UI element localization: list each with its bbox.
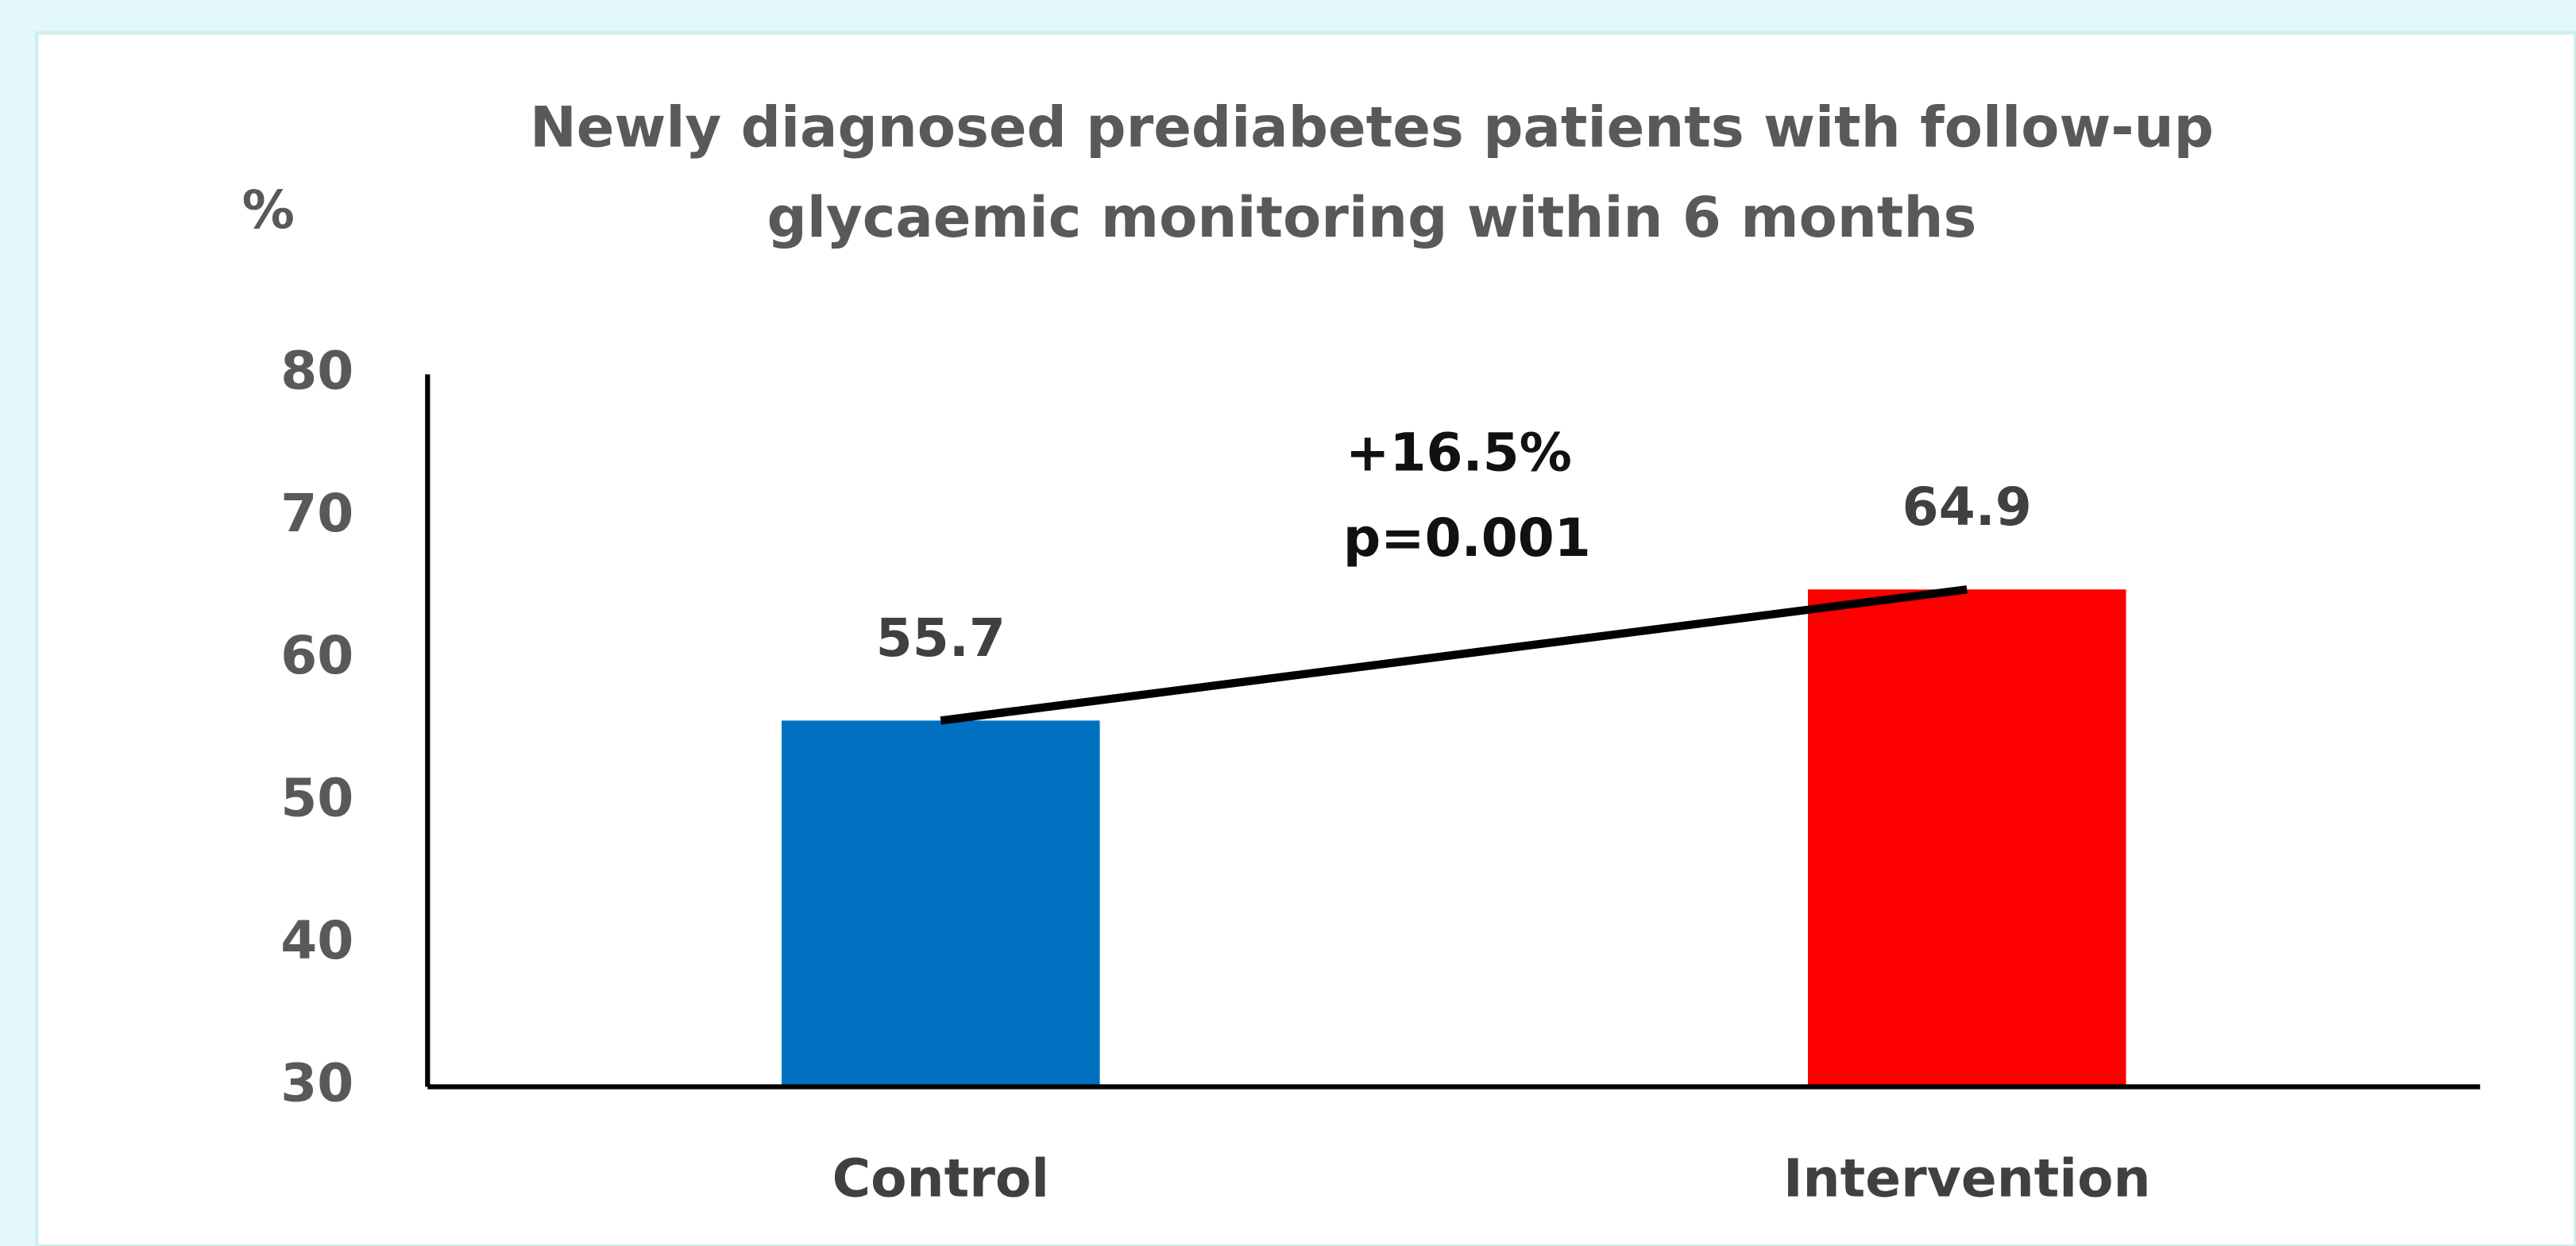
bar (1808, 589, 2126, 1087)
x-tick-label: Intervention (1783, 1148, 2151, 1209)
annotation: p=0.001 (1343, 507, 1591, 569)
x-tick-label: Control (832, 1148, 1049, 1209)
annotation: +16.5% (1346, 422, 1572, 484)
connector-line (940, 585, 1968, 725)
data-label: 55.7 (876, 608, 1006, 669)
bar (782, 720, 1100, 1087)
y-tick-label: 30 (280, 1053, 353, 1114)
chart-title: Newly diagnosed prediabetes patients wit… (530, 95, 2214, 160)
y-tick-label: 70 (280, 483, 353, 544)
data-label: 64.9 (1902, 476, 2032, 538)
chart-panel (35, 31, 2576, 1246)
y-axis-label: % (242, 179, 295, 241)
y-tick-label: 60 (280, 625, 353, 686)
y-tick-label: 40 (280, 910, 353, 971)
y-tick-label: 80 (280, 340, 353, 401)
chart-title: glycaemic monitoring within 6 months (767, 185, 1977, 250)
y-tick-label: 50 (280, 768, 353, 829)
